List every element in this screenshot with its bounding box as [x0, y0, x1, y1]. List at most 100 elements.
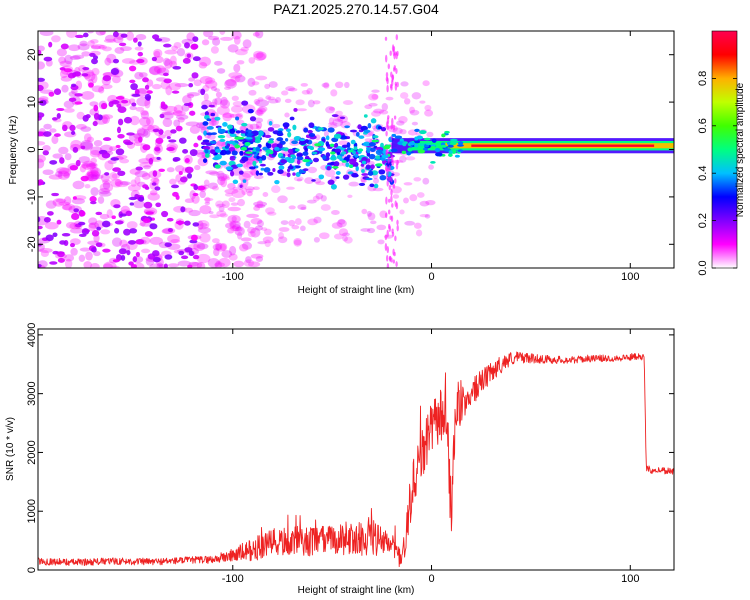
heatmap-cell	[120, 181, 131, 186]
heatmap-cell	[224, 145, 229, 149]
heatmap-cell	[147, 192, 160, 201]
heatmap-cell	[383, 145, 391, 150]
heatmap-cell	[113, 204, 121, 209]
heatmap-cell	[238, 172, 251, 182]
heatmap-cell	[154, 146, 161, 152]
spectrogram-y-axis-label: Frequency (Hz)	[8, 116, 19, 185]
spectrogram-x-tick-label: 100	[621, 271, 639, 283]
heatmap-cell	[268, 138, 274, 141]
heatmap-cell	[261, 154, 267, 161]
heatmap-cell	[69, 165, 78, 171]
heatmap-cell	[292, 124, 297, 131]
heatmap-cell	[387, 156, 390, 164]
heatmap-cell	[180, 206, 186, 213]
heatmap-cell	[109, 265, 121, 268]
heatmap-cell	[144, 231, 153, 237]
heatmap-cell	[199, 232, 211, 243]
heatmap-cell	[158, 129, 164, 135]
heatmap-cell	[143, 165, 151, 170]
heatmap-cell	[90, 44, 105, 49]
heatmap-cell	[265, 207, 275, 215]
heatmap-cell	[422, 80, 430, 87]
heatmap-cell	[413, 222, 422, 229]
heatmap-cell	[241, 170, 254, 178]
heatmap-cell	[217, 176, 226, 186]
heatmap-cell	[258, 106, 268, 113]
heatmap-cell	[72, 180, 85, 190]
heatmap-cell	[91, 246, 97, 253]
heatmap-cell	[385, 130, 388, 137]
heatmap-cell	[402, 141, 407, 147]
heatmap-cell	[378, 169, 386, 175]
heatmap-cell	[385, 96, 394, 101]
snr-x-tick-label: 100	[621, 573, 639, 585]
heatmap-cell	[385, 196, 388, 205]
heatmap-cell	[182, 149, 189, 154]
heatmap-cell	[144, 93, 152, 101]
heatmap-cell	[129, 228, 138, 234]
heatmap-cell	[233, 260, 245, 268]
heatmap-cell	[227, 182, 236, 190]
heatmap-cell	[44, 221, 59, 230]
heatmap-cell	[272, 167, 276, 173]
heatmap-cell	[166, 136, 171, 140]
heatmap-cell	[408, 141, 416, 146]
heatmap-cell	[239, 150, 244, 156]
heatmap-cell	[283, 147, 289, 152]
heatmap-cell	[391, 117, 394, 126]
heatmap-cell	[424, 104, 432, 111]
heatmap-cell	[366, 227, 376, 234]
heatmap-cell	[225, 222, 235, 229]
heatmap-cell	[154, 38, 163, 42]
heatmap-cell	[142, 218, 151, 224]
heatmap-cell	[163, 263, 168, 268]
heatmap-cell	[253, 98, 261, 105]
heatmap-cell	[48, 174, 63, 180]
heatmap-cell	[235, 130, 242, 134]
heatmap-cell	[104, 160, 114, 171]
heatmap-cell	[88, 222, 100, 229]
heatmap-cell	[229, 128, 236, 134]
heatmap-cell	[212, 98, 218, 106]
heatmap-cell	[231, 105, 243, 113]
heatmap-cell	[384, 243, 388, 251]
heatmap-cell	[307, 218, 318, 226]
heatmap-cell	[215, 200, 224, 209]
heatmap-cell	[257, 97, 264, 102]
heatmap-cell	[204, 201, 211, 206]
heatmap-cell	[386, 77, 389, 85]
heatmap-cell	[70, 227, 84, 234]
heatmap-cell	[89, 166, 99, 175]
heatmap-cell	[217, 172, 228, 182]
heatmap-cell	[61, 204, 73, 211]
heatmap-cell	[216, 68, 226, 74]
heatmap-cell	[344, 125, 350, 129]
heatmap-cell	[395, 34, 398, 41]
heatmap-cell	[177, 260, 191, 267]
heatmap-cell	[239, 184, 243, 188]
heatmap-cell	[203, 179, 210, 187]
heatmap-cell	[115, 96, 125, 100]
heatmap-cell	[146, 79, 154, 87]
heatmap-cell	[403, 98, 411, 105]
heatmap-cell	[102, 179, 112, 185]
heatmap-cell	[153, 48, 163, 58]
heatmap-cell	[71, 88, 78, 95]
heatmap-cell	[178, 170, 183, 176]
heatmap-cell	[197, 220, 204, 230]
heatmap-cell	[209, 171, 220, 176]
heatmap-cell	[219, 160, 227, 166]
heatmap-cell	[385, 165, 388, 172]
heatmap-cell	[115, 254, 123, 261]
heatmap-cell	[90, 39, 99, 44]
heatmap-cell	[184, 198, 195, 204]
heatmap-cell	[268, 81, 278, 88]
heatmap-cell	[192, 254, 200, 260]
heatmap-cell	[93, 104, 99, 112]
heatmap-cell	[38, 179, 44, 186]
heatmap-cell	[296, 108, 307, 112]
snr-y-tick-label: 1000	[26, 499, 38, 523]
colorbar-tick-label: 0.4	[697, 166, 709, 181]
heatmap-cell	[238, 170, 244, 175]
heatmap-cell	[102, 248, 111, 253]
